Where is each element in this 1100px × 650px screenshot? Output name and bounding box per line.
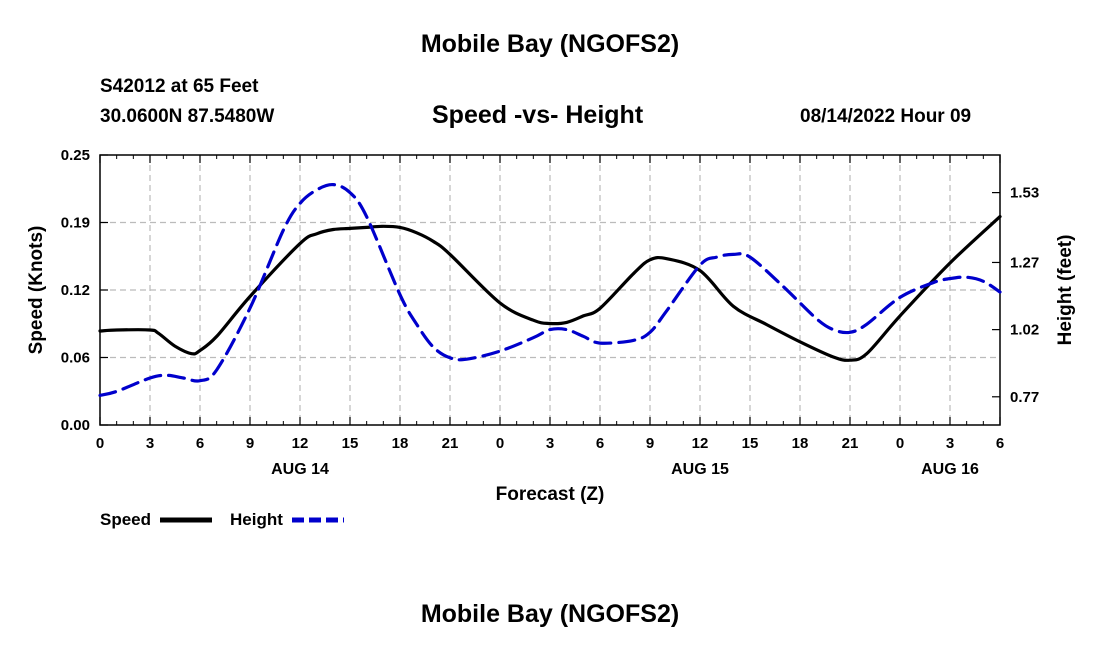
x-tick-label: 3 [546, 435, 554, 452]
series-line-height [98, 182, 1002, 397]
y-tick-label: 0.00 [61, 417, 90, 434]
legend-label-speed: Speed [100, 510, 151, 529]
x-tick-label: 21 [842, 435, 859, 452]
x-tick-label: 18 [792, 435, 809, 452]
axis-labels: 0 3 6 9 12 15 18 21 0 3 6 9 12 15 18 21 0 3 6 AUG 14 AUG 15 A… [61, 147, 1039, 478]
y-tick-label: 0.19 [61, 215, 90, 232]
footer-title: Mobile Bay (NGOFS2) [420, 600, 680, 628]
x-tick-label: 3 [946, 435, 954, 452]
y2-tick-label: 1.27 [1010, 254, 1039, 271]
x-tick-label: 15 [742, 435, 759, 452]
x-tick-label: 6 [196, 435, 204, 452]
x-tick-label: 9 [246, 435, 254, 452]
x-tick-label: 18 [392, 435, 409, 452]
x-tick-label: 21 [442, 435, 459, 452]
x-tick-label: 0 [96, 435, 104, 452]
station-label: S42012 at 65 Feet [100, 76, 259, 97]
y-tick-label: 0.12 [61, 282, 90, 299]
y-tick-label: 0.06 [61, 350, 90, 367]
x-tick-label: 3 [146, 435, 154, 452]
y-axis-title: Speed (Knots) [26, 226, 47, 355]
x-tick-label: 0 [496, 435, 504, 452]
y2-axis-title: Height (feet) [1055, 235, 1076, 346]
date-label: AUG 15 [671, 461, 729, 478]
x-tick-label: 12 [692, 435, 709, 452]
axis-ticks [99, 154, 1001, 426]
y2-tick-label: 1.53 [1010, 185, 1039, 202]
grid-lines [100, 155, 1000, 425]
forecast-datetime: 08/14/2022 Hour 09 [800, 106, 972, 127]
x-tick-label: 6 [596, 435, 604, 452]
speed-height-chart: 0 3 6 9 12 15 18 21 0 3 6 9 12 15 18 21 0 3 6 AUG 14 AUG 15 A… [26, 147, 1076, 529]
x-axis-title: Forecast (Z) [496, 484, 605, 505]
series-line-speed [98, 215, 1002, 362]
y2-tick-label: 0.77 [1010, 389, 1039, 406]
coordinates-label: 30.0600N 87.5480W [100, 106, 275, 127]
x-tick-label: 12 [292, 435, 309, 452]
x-tick-label: 0 [896, 435, 904, 452]
x-tick-label: 9 [646, 435, 654, 452]
y2-tick-label: 1.02 [1010, 322, 1039, 339]
x-tick-label: 6 [996, 435, 1004, 452]
y-tick-label: 0.25 [61, 147, 90, 164]
date-label: AUG 16 [921, 461, 979, 478]
series-lines [98, 182, 1002, 397]
legend: Speed Height [100, 510, 344, 529]
page-title: Mobile Bay (NGOFS2) [420, 30, 680, 58]
date-label: AUG 14 [271, 461, 329, 478]
x-tick-label: 15 [342, 435, 359, 452]
chart-subtitle: Speed -vs- Height [432, 101, 644, 129]
legend-label-height: Height [230, 510, 283, 529]
